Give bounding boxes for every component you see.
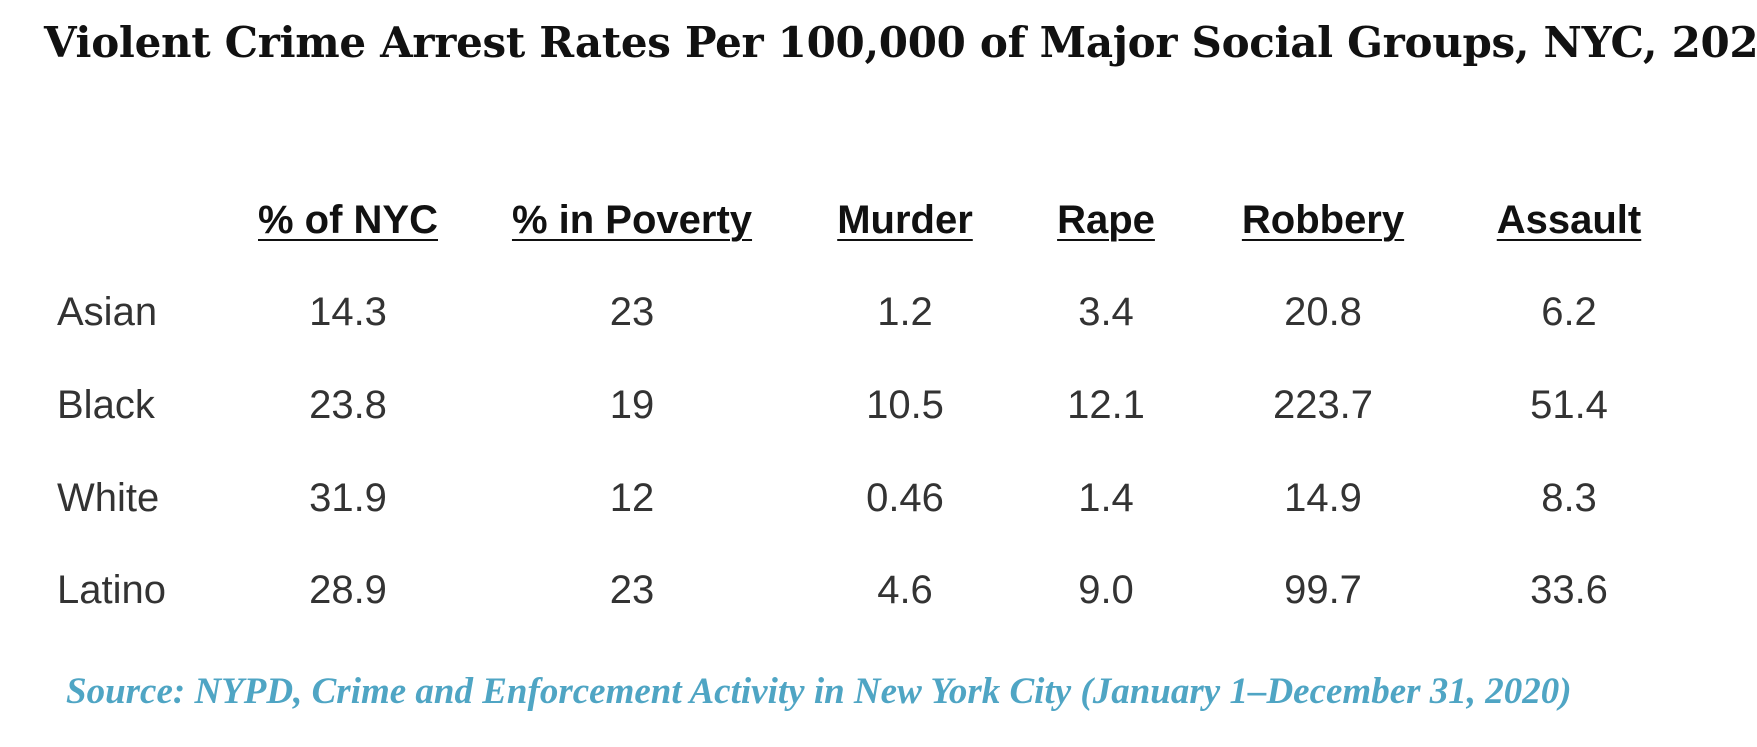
table-cell: 9.0 bbox=[1078, 568, 1134, 612]
table-cell: 99.7 bbox=[1284, 568, 1362, 612]
page-title: Violent Crime Arrest Rates Per 100,000 o… bbox=[44, 18, 1757, 67]
row-label-black: Black bbox=[57, 383, 155, 427]
table-cell: 19 bbox=[609, 383, 655, 427]
source-citation: Source: NYPD, Crime and Enforcement Acti… bbox=[66, 671, 1572, 712]
table-cell: 14.3 bbox=[309, 290, 387, 334]
table-cell: 23 bbox=[609, 568, 655, 612]
table-cell: 28.9 bbox=[309, 568, 387, 612]
table-cell: 12 bbox=[609, 476, 655, 520]
table-cell: 10.5 bbox=[866, 383, 944, 427]
table-cell: 3.4 bbox=[1078, 290, 1134, 334]
table-cell: 4.6 bbox=[877, 568, 933, 612]
row-label-asian: Asian bbox=[57, 290, 158, 334]
column-header-pct-nyc: % of NYC bbox=[258, 198, 438, 242]
table-cell: 223.7 bbox=[1272, 383, 1374, 427]
column-header-assault: Assault bbox=[1496, 198, 1642, 242]
table-cell: 0.46 bbox=[866, 476, 944, 520]
table-cell: 8.3 bbox=[1541, 476, 1597, 520]
column-header-pct-poverty: % in Poverty bbox=[511, 198, 753, 242]
table-cell: 23.8 bbox=[309, 383, 387, 427]
table-cell: 1.2 bbox=[877, 290, 933, 334]
table-cell: 12.1 bbox=[1067, 383, 1145, 427]
column-header-murder: Murder bbox=[837, 198, 973, 242]
table-cell: 23 bbox=[609, 290, 655, 334]
table-cell: 6.2 bbox=[1541, 290, 1597, 334]
table-cell: 51.4 bbox=[1530, 383, 1608, 427]
table-cell: 20.8 bbox=[1284, 290, 1362, 334]
table-cell: 31.9 bbox=[309, 476, 387, 520]
row-label-latino: Latino bbox=[57, 568, 166, 612]
column-header-robbery: Robbery bbox=[1241, 198, 1405, 242]
table-cell: 1.4 bbox=[1078, 476, 1134, 520]
table-cell: 33.6 bbox=[1530, 568, 1608, 612]
table-cell: 14.9 bbox=[1284, 476, 1362, 520]
column-header-rape: Rape bbox=[1057, 198, 1155, 242]
row-label-white: White bbox=[57, 476, 160, 520]
